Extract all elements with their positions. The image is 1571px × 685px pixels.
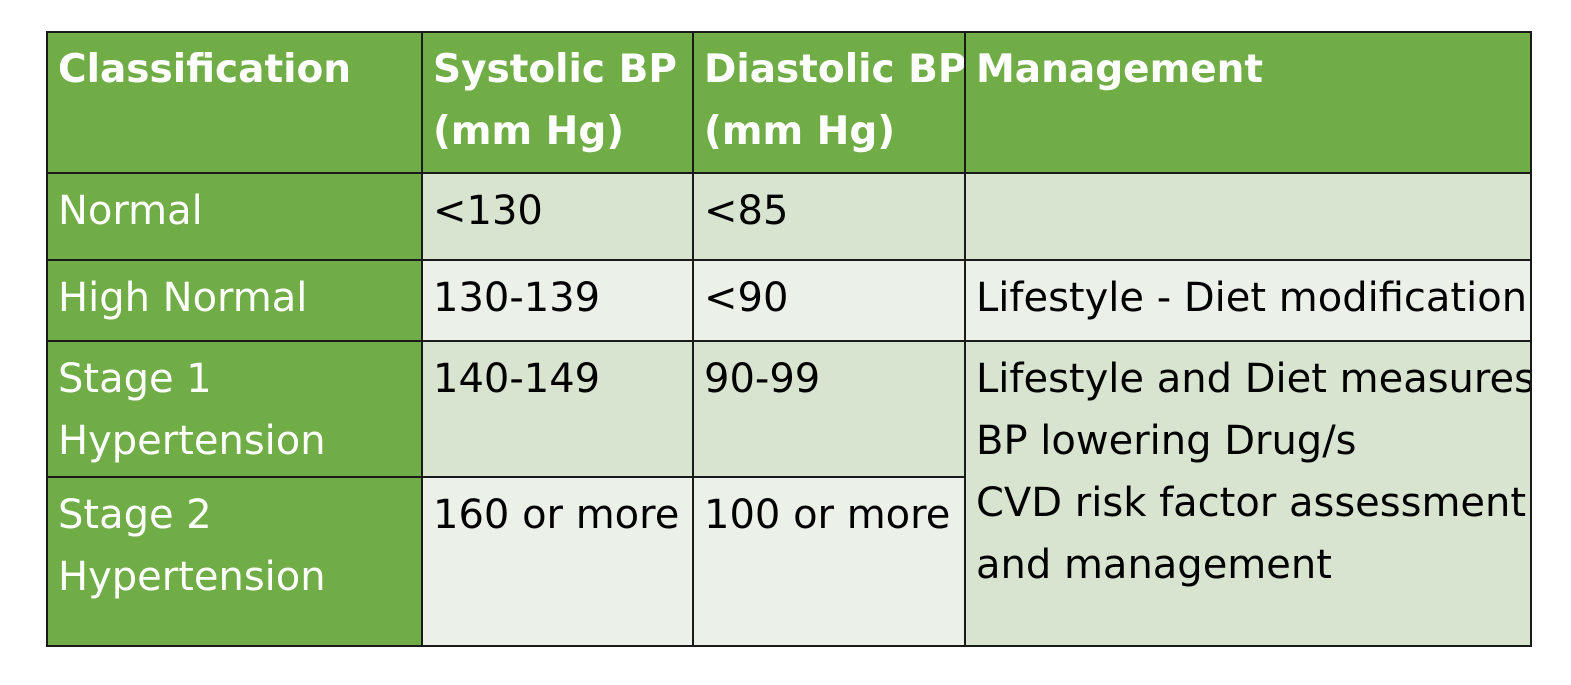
classification-line1: Stage 2: [58, 492, 212, 538]
header-systolic-line2: (mm Hg): [433, 109, 625, 154]
management-line2: BP lowering Drug/s: [976, 418, 1357, 464]
cell-systolic: 130-139: [421, 259, 694, 342]
diastolic-value: 100 or more: [704, 492, 951, 538]
classification-line2: Hypertension: [58, 418, 326, 464]
management-line4: and management: [976, 542, 1332, 588]
cell-classification: High Normal: [46, 259, 423, 342]
header-diastolic-line2: (mm Hg): [704, 109, 896, 154]
cell-diastolic: 90-99: [692, 340, 966, 478]
header-diastolic-line1: Diastolic BP: [704, 47, 965, 92]
classification-text: Normal: [58, 188, 203, 234]
classification-line2: Hypertension: [58, 554, 326, 600]
management-text: Lifestyle - Diet modification: [976, 275, 1528, 321]
cell-classification: Stage 2 Hypertension: [46, 476, 423, 647]
cell-systolic: 160 or more: [421, 476, 694, 647]
classification-text: High Normal: [58, 275, 308, 321]
header-classification: Classification: [46, 31, 423, 174]
systolic-value: <130: [433, 188, 543, 234]
cell-diastolic: <85: [692, 172, 966, 261]
cell-management: [964, 172, 1532, 261]
header-management-label: Management: [976, 47, 1264, 92]
table-row-stage-1: Stage 1 Hypertension 140-149 90-99 Lifes…: [46, 340, 1532, 647]
management-line3: CVD risk factor assessment: [976, 480, 1527, 526]
management-line1: Lifestyle and Diet measures: [976, 356, 1531, 402]
diastolic-value: <90: [704, 275, 789, 321]
bp-classification-table: Classification Systolic BP (mm Hg) Diast…: [46, 31, 1532, 647]
cell-management: Lifestyle - Diet modification: [964, 259, 1532, 342]
systolic-value: 160 or more: [433, 492, 680, 538]
header-row: Classification Systolic BP (mm Hg) Diast…: [46, 31, 1532, 174]
header-management: Management: [964, 31, 1532, 174]
cell-systolic: 140-149: [421, 340, 694, 478]
cell-classification: Normal: [46, 172, 423, 261]
header-systolic-line1: Systolic BP: [433, 47, 677, 92]
cell-classification: Stage 1 Hypertension: [46, 340, 423, 478]
cell-diastolic: <90: [692, 259, 966, 342]
cell-diastolic: 100 or more: [692, 476, 966, 647]
diastolic-value: <85: [704, 188, 789, 234]
classification-line1: Stage 1: [58, 356, 212, 402]
header-systolic: Systolic BP (mm Hg): [421, 31, 694, 174]
cell-management-merged: Lifestyle and Diet measures BP lowering …: [964, 340, 1532, 647]
table-row-high-normal: High Normal 130-139 <90 Lifestyle - Diet…: [46, 259, 1532, 342]
header-diastolic: Diastolic BP (mm Hg): [692, 31, 966, 174]
systolic-value: 130-139: [433, 275, 601, 321]
diastolic-value: 90-99: [704, 356, 821, 402]
table-row-normal: Normal <130 <85: [46, 172, 1532, 261]
table-row-stage-2: Stage 2 Hypertension 160 or more 100 or …: [46, 476, 1531, 647]
header-classification-label: Classification: [58, 47, 352, 92]
cell-systolic: <130: [421, 172, 694, 261]
systolic-value: 140-149: [433, 356, 601, 402]
